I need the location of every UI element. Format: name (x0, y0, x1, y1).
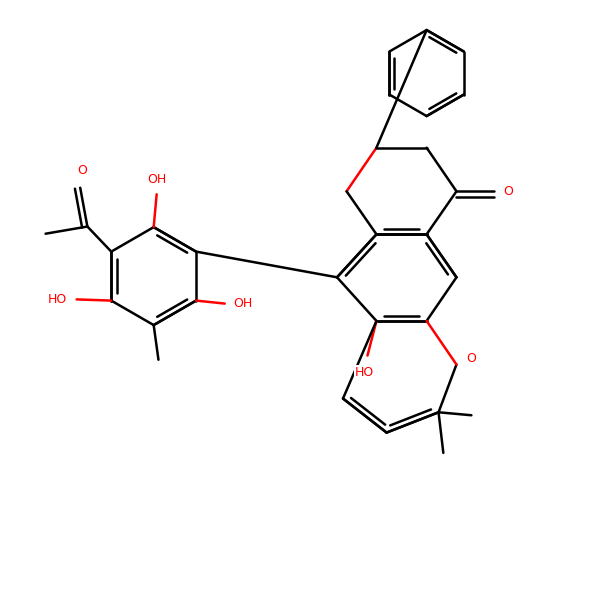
Text: HO: HO (355, 366, 374, 379)
Text: O: O (77, 164, 88, 178)
Text: HO: HO (47, 293, 67, 306)
Text: O: O (503, 185, 513, 198)
Text: O: O (466, 352, 476, 365)
Text: OH: OH (233, 297, 253, 310)
Text: OH: OH (147, 173, 166, 186)
